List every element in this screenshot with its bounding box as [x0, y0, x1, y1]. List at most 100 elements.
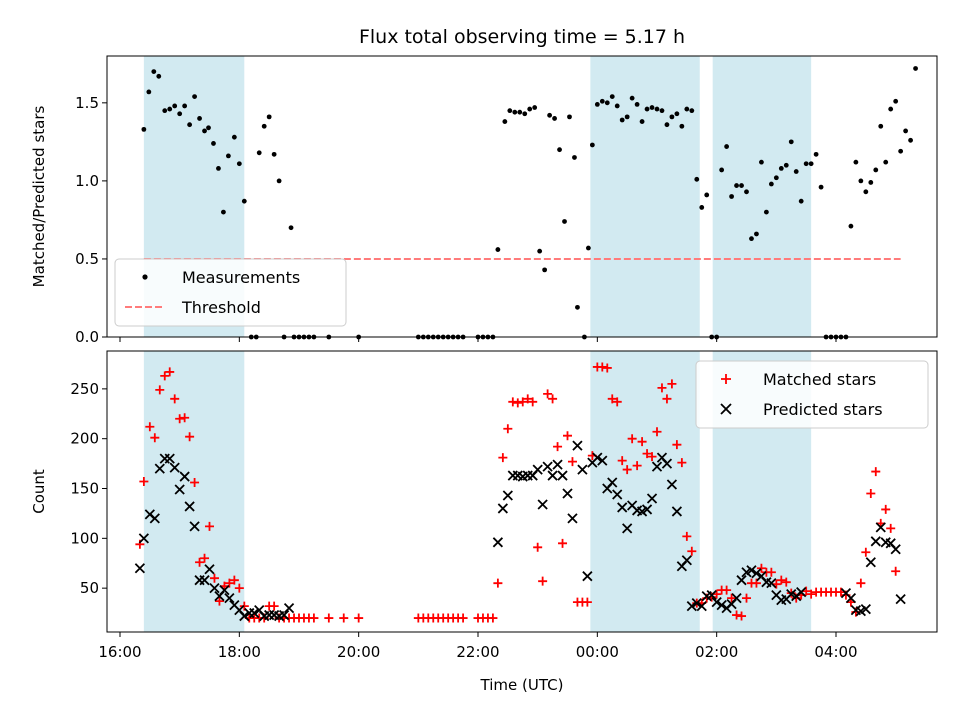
point-0-0-79: [634, 101, 640, 107]
point-0-0-62: [552, 116, 557, 121]
point-1-1-42: [547, 470, 558, 481]
point-1-1-104: [895, 593, 906, 605]
point-1-0-110: [776, 575, 786, 585]
point-1-0-59: [523, 394, 533, 404]
point-1-0-66: [558, 538, 568, 548]
point-0-0-20: [241, 198, 247, 204]
legend-marker-0: [721, 374, 731, 384]
legend-label-1-1: Predicted stars: [763, 400, 883, 419]
point-0-0-113: [803, 161, 809, 167]
point-0-0-126: [868, 180, 874, 185]
point-0-0-59: [537, 248, 543, 254]
point-0-0-2: [151, 69, 157, 75]
point-1-0-61: [533, 542, 543, 552]
legend-0: Measurements Threshold: [114, 258, 347, 327]
point-0-0-91: [694, 176, 700, 182]
point-1-1-17: [219, 585, 230, 596]
point-1-0-54: [498, 453, 508, 463]
point-1-1-45: [562, 488, 573, 499]
point-1-0-75: [602, 363, 612, 373]
point-0-0-23: [256, 150, 262, 156]
point-1-0-11: [190, 478, 200, 488]
point-1-1-18: [224, 592, 235, 604]
point-0-0-19: [236, 161, 242, 167]
y-tick-label-0-2: 1.0: [75, 172, 99, 190]
point-1-0-78: [617, 456, 627, 466]
point-0-0-24: [261, 123, 267, 129]
point-0-0-112: [798, 198, 804, 204]
point-0-0-5: [167, 106, 173, 112]
point-1-1-92: [796, 587, 807, 598]
point-1-1-103: [890, 544, 901, 555]
point-1-1-40: [537, 499, 548, 510]
point-0-0-0: [141, 126, 147, 132]
point-1-0-58: [518, 397, 528, 407]
point-0-0-81: [644, 106, 650, 112]
point-1-1-9: [179, 471, 190, 482]
point-0-0-128: [878, 123, 884, 129]
point-0-0-9: [187, 122, 193, 128]
point-0-0-52: [502, 119, 508, 124]
point-0-0-103: [754, 231, 759, 237]
point-1-1-83: [751, 568, 762, 579]
point-0-0-6: [172, 103, 178, 109]
point-0-0-83: [654, 106, 660, 112]
point-0-0-65: [567, 114, 572, 120]
point-0-0-56: [522, 111, 528, 117]
shaded-window-0: [143, 351, 245, 632]
point-1-0-64: [548, 394, 558, 404]
point-1-0-82: [637, 437, 647, 447]
point-1-1-72: [696, 600, 707, 612]
point-0-0-80: [639, 119, 645, 124]
point-1-1-97: [860, 603, 871, 615]
point-0-0-15: [216, 166, 221, 171]
y-tick-label-1-1: 100: [70, 529, 99, 547]
point-1-1-10: [184, 501, 195, 512]
point-1-1-0: [134, 563, 146, 574]
point-1-0-3: [150, 433, 160, 443]
point-1-1-8: [174, 484, 185, 495]
x-tick-label-1: 18:00: [218, 643, 261, 661]
point-0-0-16: [221, 209, 226, 215]
point-0-0-84: [659, 108, 665, 114]
point-0-0-64: [562, 219, 567, 224]
point-1-1-29: [278, 609, 290, 621]
point-1-1-47: [572, 440, 583, 451]
point-1-0-132: [886, 523, 896, 533]
legend-label-0-0: Measurements: [182, 268, 300, 287]
point-0-0-51: [495, 247, 501, 252]
legend-1: Matched stars Predicted stars: [695, 360, 929, 429]
point-0-0-109: [783, 162, 789, 168]
point-1-0-52: [488, 613, 498, 623]
point-1-0-68: [567, 457, 577, 467]
point-1-0-20: [234, 583, 244, 593]
point-1-0-111: [781, 577, 791, 587]
point-0-0-97: [724, 144, 730, 149]
point-1-0-108: [766, 567, 776, 577]
point-0-0-122: [848, 223, 854, 229]
point-1-0-55: [503, 424, 513, 434]
point-0-0-133: [903, 128, 909, 134]
y-tick-label-0-1: 0.5: [75, 250, 99, 268]
point-1-0-116: [806, 589, 816, 599]
point-0-0-10: [192, 94, 197, 99]
axes-frame-1: [106, 350, 938, 633]
point-1-1-75: [711, 596, 722, 608]
point-1-0-62: [538, 576, 548, 586]
point-1-0-79: [622, 465, 632, 475]
point-0-0-124: [858, 178, 864, 184]
point-0-0-101: [744, 189, 749, 195]
point-1-0-9: [180, 413, 190, 423]
point-0-0-29: [288, 225, 294, 231]
point-1-1-86: [766, 578, 777, 589]
point-1-1-67: [671, 506, 683, 517]
legend-box-1: [695, 360, 929, 429]
point-0-0-132: [898, 148, 904, 154]
point-0-0-18: [231, 134, 237, 140]
point-0-0-11: [197, 116, 202, 121]
point-0-0-25: [266, 114, 272, 120]
point-1-0-127: [861, 547, 871, 557]
point-1-0-38: [354, 613, 364, 623]
point-1-0-5: [160, 371, 170, 381]
